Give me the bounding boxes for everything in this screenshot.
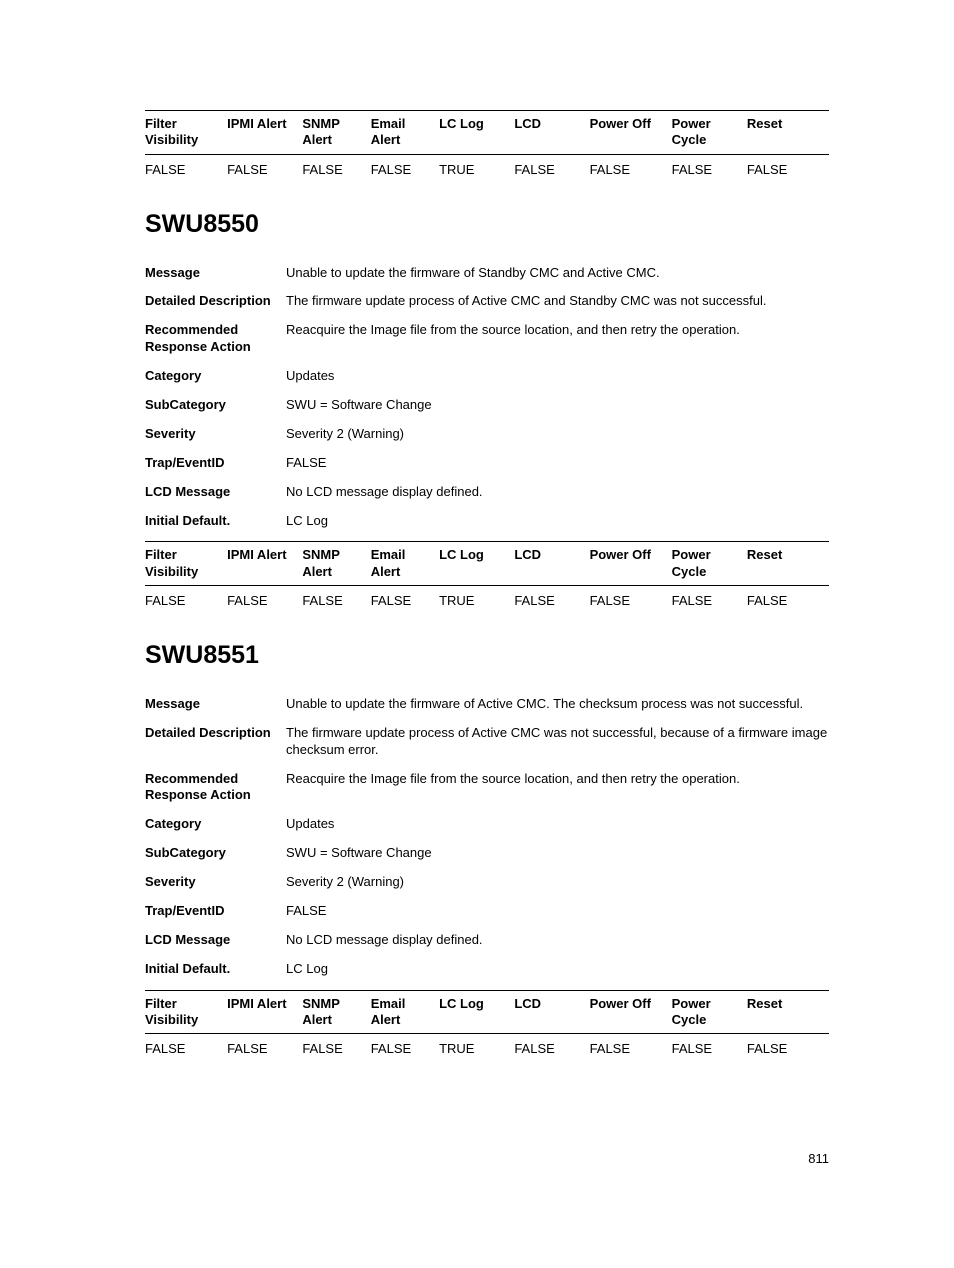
col-header: Filter Visibility: [145, 990, 227, 1034]
detail-label: Detailed Description: [145, 719, 286, 765]
alert-table-top: Filter Visibility IPMI Alert SNMP Alert …: [145, 110, 829, 182]
col-header: Reset: [747, 542, 829, 586]
table-cell: FALSE: [747, 1034, 829, 1062]
detail-label: SubCategory: [145, 391, 286, 420]
col-header: Power Cycle: [672, 111, 747, 155]
detail-label: Trap/EventID: [145, 449, 286, 478]
detail-label: Detailed Description: [145, 287, 286, 316]
table-cell: FALSE: [514, 154, 589, 182]
detail-value: FALSE: [286, 449, 829, 478]
detail-value: Unable to update the firmware of Standby…: [286, 259, 829, 288]
table-cell: FALSE: [672, 585, 747, 613]
col-header: LC Log: [439, 990, 514, 1034]
col-header: Power Off: [590, 990, 672, 1034]
table-cell: FALSE: [145, 154, 227, 182]
detail-value: Updates: [286, 362, 829, 391]
col-header: Email Alert: [371, 111, 439, 155]
detail-label: Recommended Response Action: [145, 765, 286, 811]
detail-label: Category: [145, 810, 286, 839]
table-cell: FALSE: [227, 154, 302, 182]
detail-label: Message: [145, 690, 286, 719]
detail-table: Message Unable to update the firmware of…: [145, 690, 829, 984]
table-cell: TRUE: [439, 585, 514, 613]
detail-value: The firmware update process of Active CM…: [286, 719, 829, 765]
alert-table-section2: Filter Visibility IPMI Alert SNMP Alert …: [145, 990, 829, 1062]
col-header: Filter Visibility: [145, 542, 227, 586]
col-header: LC Log: [439, 111, 514, 155]
table-cell: FALSE: [747, 585, 829, 613]
table-cell: FALSE: [672, 154, 747, 182]
col-header: Power Off: [590, 111, 672, 155]
detail-label: LCD Message: [145, 478, 286, 507]
col-header: IPMI Alert: [227, 111, 302, 155]
detail-value: Reacquire the Image file from the source…: [286, 316, 829, 362]
table-cell: FALSE: [302, 154, 370, 182]
table-cell: FALSE: [145, 1034, 227, 1062]
detail-label: SubCategory: [145, 839, 286, 868]
detail-value: Reacquire the Image file from the source…: [286, 765, 829, 811]
detail-label: Severity: [145, 868, 286, 897]
col-header: SNMP Alert: [302, 990, 370, 1034]
section-title: SWU8551: [145, 641, 829, 670]
page-content: Filter Visibility IPMI Alert SNMP Alert …: [0, 0, 954, 1216]
detail-value: SWU = Software Change: [286, 391, 829, 420]
page-number: 811: [145, 1151, 829, 1166]
detail-value: LC Log: [286, 507, 829, 536]
col-header: Power Cycle: [672, 990, 747, 1034]
table-cell: FALSE: [145, 585, 227, 613]
detail-value: FALSE: [286, 897, 829, 926]
table-cell: TRUE: [439, 1034, 514, 1062]
detail-label: Severity: [145, 420, 286, 449]
section-title: SWU8550: [145, 210, 829, 239]
col-header: LCD: [514, 111, 589, 155]
table-cell: FALSE: [371, 154, 439, 182]
table-cell: FALSE: [302, 1034, 370, 1062]
detail-label: Initial Default.: [145, 955, 286, 984]
detail-label: Message: [145, 259, 286, 288]
table-cell: FALSE: [590, 1034, 672, 1062]
col-header: Reset: [747, 990, 829, 1034]
table-cell: FALSE: [302, 585, 370, 613]
table-cell: FALSE: [514, 1034, 589, 1062]
col-header: SNMP Alert: [302, 111, 370, 155]
table-cell: FALSE: [672, 1034, 747, 1062]
col-header: LCD: [514, 990, 589, 1034]
detail-value: Unable to update the firmware of Active …: [286, 690, 829, 719]
detail-value: Severity 2 (Warning): [286, 868, 829, 897]
detail-value: Severity 2 (Warning): [286, 420, 829, 449]
detail-value: Updates: [286, 810, 829, 839]
detail-value: SWU = Software Change: [286, 839, 829, 868]
table-cell: FALSE: [227, 585, 302, 613]
detail-label: Category: [145, 362, 286, 391]
detail-label: LCD Message: [145, 926, 286, 955]
table-cell: TRUE: [439, 154, 514, 182]
detail-label: Recommended Response Action: [145, 316, 286, 362]
detail-value: No LCD message display defined.: [286, 926, 829, 955]
col-header: Power Cycle: [672, 542, 747, 586]
col-header: Email Alert: [371, 542, 439, 586]
detail-label: Initial Default.: [145, 507, 286, 536]
table-cell: FALSE: [590, 154, 672, 182]
detail-table: Message Unable to update the firmware of…: [145, 259, 829, 536]
table-cell: FALSE: [590, 585, 672, 613]
table-cell: FALSE: [371, 1034, 439, 1062]
detail-value: The firmware update process of Active CM…: [286, 287, 829, 316]
table-cell: FALSE: [747, 154, 829, 182]
table-cell: FALSE: [371, 585, 439, 613]
col-header: Email Alert: [371, 990, 439, 1034]
table-cell: FALSE: [514, 585, 589, 613]
col-header: Power Off: [590, 542, 672, 586]
col-header: LCD: [514, 542, 589, 586]
col-header: SNMP Alert: [302, 542, 370, 586]
col-header: Filter Visibility: [145, 111, 227, 155]
detail-label: Trap/EventID: [145, 897, 286, 926]
col-header: Reset: [747, 111, 829, 155]
detail-value: No LCD message display defined.: [286, 478, 829, 507]
detail-value: LC Log: [286, 955, 829, 984]
col-header: LC Log: [439, 542, 514, 586]
col-header: IPMI Alert: [227, 542, 302, 586]
col-header: IPMI Alert: [227, 990, 302, 1034]
alert-table-section1: Filter Visibility IPMI Alert SNMP Alert …: [145, 541, 829, 613]
table-cell: FALSE: [227, 1034, 302, 1062]
